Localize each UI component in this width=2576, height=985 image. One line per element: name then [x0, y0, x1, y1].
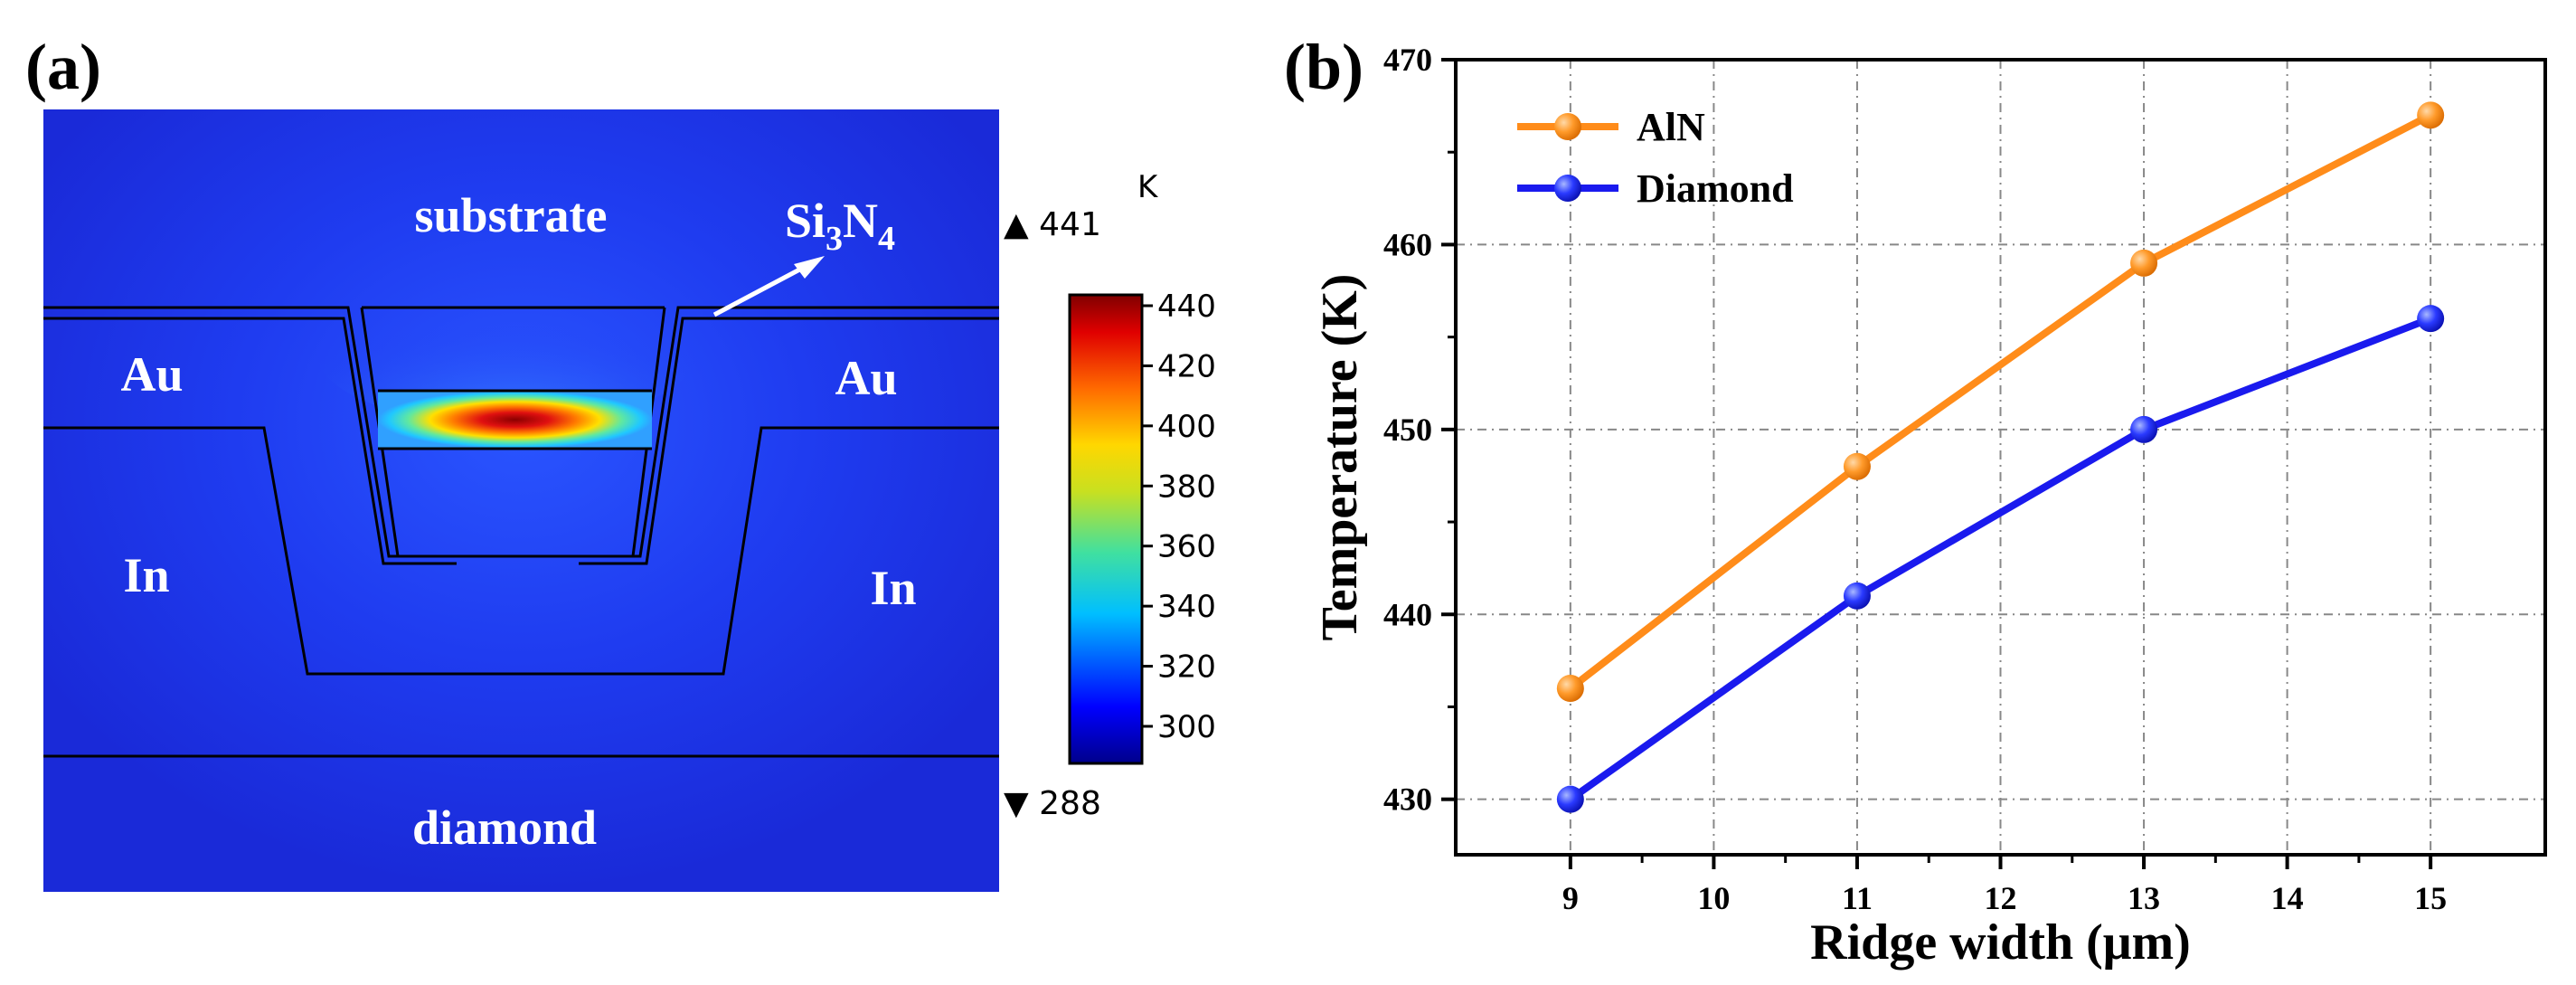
- x-tick-label: 11: [1842, 880, 1873, 916]
- line-chart: 9 10 11 12 13 14 15 430 440 450 460 470 AlN Diamond…: [1312, 42, 2547, 971]
- thermal-map: substrate Au Au In In diamond Si3N4: [43, 109, 999, 892]
- x-axis-label: Ridge width (μm): [1810, 914, 2191, 971]
- active-region-hotspot: [378, 391, 652, 449]
- y-tick-label: 460: [1383, 226, 1432, 262]
- data-point-aln: [1843, 452, 1871, 480]
- legend-marker: [1554, 175, 1581, 202]
- colorbar: K ▲ 441 ▼ 288 440 420 400 380 360 340 320 300: [1004, 169, 1216, 822]
- label-si3n4: Si3N4: [785, 194, 895, 258]
- colorbar-tick-label: 440: [1157, 289, 1216, 325]
- label-in-right: In: [870, 561, 916, 615]
- label-diamond: diamond: [412, 800, 597, 855]
- colorbar-tick-label: 340: [1157, 589, 1216, 625]
- label-substrate: substrate: [415, 188, 608, 242]
- colorbar-tick-label: 400: [1157, 409, 1216, 445]
- colorbar-tick-label: 420: [1157, 348, 1216, 384]
- data-point-aln: [2130, 249, 2158, 277]
- y-axis-label: Temperature (K): [1312, 274, 1368, 641]
- x-tick-label: 13: [2128, 880, 2160, 916]
- colorbar-tick-label: 320: [1157, 649, 1216, 686]
- data-point-diamond: [2417, 305, 2445, 333]
- y-tick-label: 430: [1383, 781, 1432, 818]
- label-au-left: Au: [120, 347, 183, 402]
- x-tick-label: 9: [1562, 880, 1579, 916]
- si3n4-arrow: [712, 264, 807, 317]
- panel-a-label: (a): [25, 31, 101, 103]
- series-line-aln: [1568, 111, 2432, 692]
- y-tick-label: 450: [1383, 412, 1432, 448]
- colorbar-min-marker: ▼ 288: [1004, 785, 1101, 822]
- x-tick-label: 10: [1697, 880, 1730, 916]
- y-tick-label: 470: [1383, 42, 1432, 78]
- label-in-left: In: [123, 548, 169, 602]
- x-tick-label: 15: [2414, 880, 2447, 916]
- x-tick-label: 14: [2271, 880, 2304, 916]
- colorbar-max-marker: ▲ 441: [1004, 206, 1101, 243]
- legend-label: AlN: [1637, 105, 1705, 149]
- legend-label: Diamond: [1637, 166, 1794, 211]
- colorbar-unit: K: [1137, 169, 1159, 205]
- data-point-diamond: [1843, 582, 1871, 610]
- legend-marker: [1554, 113, 1581, 140]
- panel-b-label: (b): [1284, 31, 1363, 103]
- colorbar-tick-label: 300: [1157, 709, 1216, 745]
- data-point-aln: [1556, 675, 1584, 703]
- colorbar-tick-label: 360: [1157, 529, 1216, 565]
- legend: AlN Diamond: [1517, 105, 1794, 211]
- colorbar-gradient: [1068, 293, 1144, 765]
- data-point-diamond: [1556, 785, 1584, 813]
- x-tick-label: 12: [1985, 880, 2017, 916]
- y-tick-label: 440: [1383, 596, 1432, 632]
- colorbar-tick-label: 380: [1157, 469, 1216, 505]
- series-line-diamond: [1568, 315, 2432, 802]
- data-point-diamond: [2130, 415, 2158, 443]
- label-au-right: Au: [835, 351, 897, 405]
- data-point-aln: [2417, 101, 2445, 129]
